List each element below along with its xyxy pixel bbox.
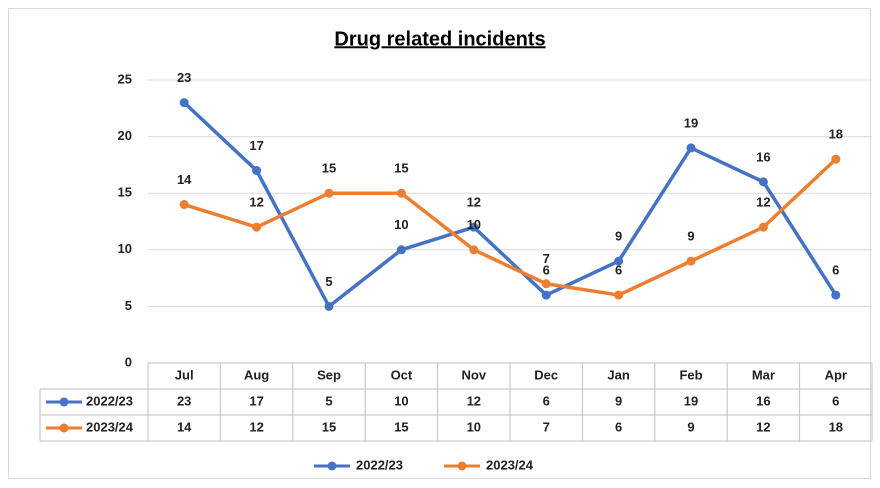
legend-marker	[457, 461, 467, 471]
data-point	[541, 279, 551, 289]
data-point	[541, 290, 551, 300]
x-tick-label: Jan	[607, 367, 629, 382]
table-cell: 6	[543, 393, 550, 408]
table-cell: 5	[325, 393, 332, 408]
data-point	[179, 98, 189, 108]
table-cell: 19	[684, 393, 698, 408]
legend-marker	[327, 461, 337, 471]
data-label: 5	[325, 274, 332, 289]
data-point	[469, 222, 479, 232]
table-cell: 9	[687, 419, 694, 434]
x-tick-label: Oct	[391, 367, 413, 382]
legend-label: 2022/23	[356, 457, 403, 472]
data-label: 19	[684, 115, 698, 130]
data-point	[758, 177, 768, 187]
data-point	[469, 245, 479, 255]
chart-border	[8, 8, 871, 479]
x-tick-label: Sep	[317, 367, 341, 382]
table-cell: 10	[394, 393, 408, 408]
series-line	[183, 157, 837, 297]
table-cell: 12	[756, 419, 770, 434]
table-cell: 12	[249, 419, 263, 434]
data-point	[252, 222, 262, 232]
data-label: 6	[543, 263, 550, 278]
data-label: 23	[177, 70, 191, 85]
data-label: 14	[177, 172, 192, 187]
y-tick-label: 20	[118, 128, 132, 143]
y-tick-label: 5	[125, 298, 132, 313]
data-label: 10	[467, 217, 481, 232]
table-cell: 16	[756, 393, 770, 408]
data-label: 10	[394, 217, 408, 232]
table-series-name: 2022/23	[86, 393, 133, 408]
data-point	[831, 154, 841, 164]
table-cell: 14	[177, 419, 192, 434]
data-point	[324, 301, 334, 311]
table-cell: 6	[615, 419, 622, 434]
table-cell: 6	[832, 393, 839, 408]
y-tick-label: 10	[118, 241, 132, 256]
y-tick-label: 0	[125, 354, 132, 369]
data-label: 9	[615, 229, 622, 244]
data-label: 15	[394, 161, 408, 176]
data-label: 9	[687, 229, 694, 244]
series-line	[183, 101, 838, 309]
x-tick-label: Nov	[462, 367, 487, 382]
legend-marker	[59, 397, 69, 407]
x-tick-label: Apr	[825, 367, 847, 382]
table-series-name: 2023/24	[86, 419, 134, 434]
table-cell: 23	[177, 393, 191, 408]
table-cell: 15	[394, 419, 408, 434]
data-label: 7	[543, 251, 550, 266]
data-label: 12	[467, 195, 481, 210]
table-cell: 12	[467, 393, 481, 408]
table-cell: 9	[615, 393, 622, 408]
data-point	[396, 188, 406, 198]
data-label: 16	[756, 149, 770, 164]
data-point	[831, 290, 841, 300]
data-point	[686, 256, 696, 266]
data-label: 18	[829, 127, 843, 142]
x-tick-label: Aug	[244, 367, 269, 382]
x-tick-label: Dec	[534, 367, 558, 382]
legend-marker	[59, 423, 69, 433]
data-point	[252, 166, 262, 176]
chart-title: Drug related incidents	[334, 28, 545, 50]
table-cell: 17	[249, 393, 263, 408]
table-cell: 18	[829, 419, 843, 434]
y-tick-label: 25	[118, 71, 132, 86]
x-tick-label: Feb	[679, 367, 702, 382]
data-point	[396, 245, 406, 255]
data-label: 12	[249, 195, 263, 210]
x-tick-label: Jul	[175, 367, 194, 382]
table-cell: 7	[543, 419, 550, 434]
data-label: 15	[322, 161, 336, 176]
y-tick-label: 15	[118, 185, 132, 200]
data-label: 12	[756, 195, 770, 210]
data-label: 6	[615, 263, 622, 278]
data-label: 17	[249, 138, 263, 153]
data-point	[179, 200, 189, 210]
data-point	[614, 256, 624, 266]
x-tick-label: Mar	[752, 367, 775, 382]
data-label: 6	[832, 263, 839, 278]
data-point	[324, 188, 334, 198]
data-point	[614, 290, 624, 300]
legend-label: 2023/24	[486, 457, 534, 472]
table-cell: 10	[467, 419, 481, 434]
table-cell: 15	[322, 419, 336, 434]
data-point	[758, 222, 768, 232]
data-point	[686, 143, 696, 153]
